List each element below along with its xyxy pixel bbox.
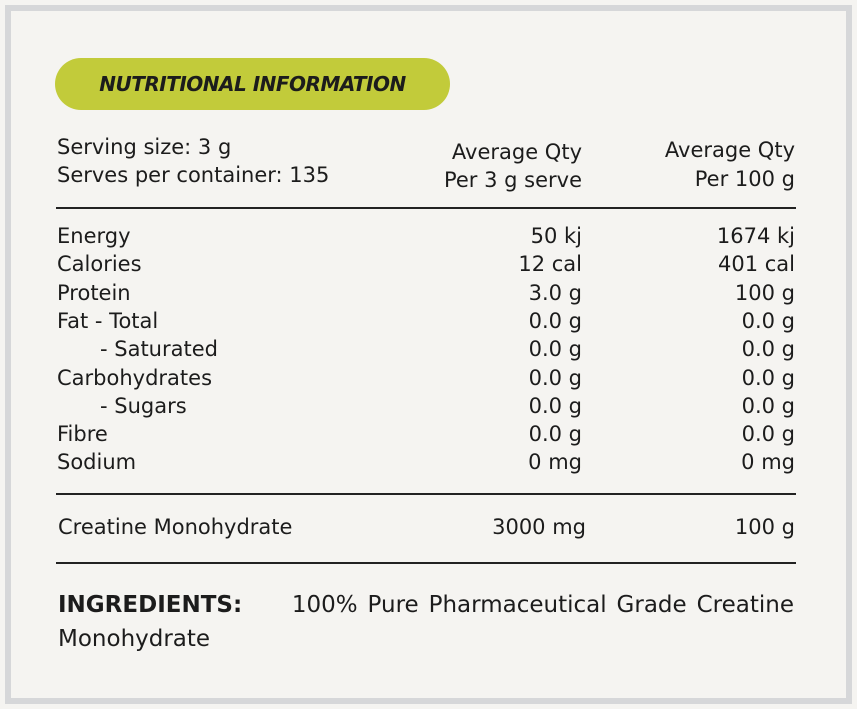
ingredients-label: INGREDIENTS: — [58, 592, 243, 618]
row-per-100g: 0.0 g — [741, 337, 795, 362]
row-per-100g: 0.0 g — [741, 308, 795, 333]
row-label: Carbohydrates — [57, 365, 213, 390]
row-per-100g: 0.0 g — [741, 422, 795, 447]
divider — [56, 493, 796, 495]
row-per-100g: 1674 kj — [716, 224, 795, 248]
row-per-serve: 0.0 g — [528, 422, 582, 447]
active-per-serve: 3000 mg — [492, 515, 586, 539]
active-per-100g: 100 g — [734, 515, 795, 539]
row-per-100g: 0 mg — [741, 450, 795, 475]
row-label: Sodium — [57, 450, 137, 475]
row-per-serve: 0.0 g — [528, 393, 582, 418]
divider — [56, 207, 796, 209]
row-label: Fat - Total — [57, 308, 159, 333]
row-per-serve: 12 cal — [518, 252, 582, 277]
row-label: - Sugars — [100, 393, 187, 418]
label-frame — [5, 5, 852, 704]
header-col2-line2: Per 100 g — [694, 167, 795, 191]
header-col1-line2: Per 3 g serve — [443, 168, 582, 192]
ingredients: INGREDIENTS: 100% Pure Pharmaceutical Gr… — [58, 588, 794, 656]
header-col2-line1: Average Qty — [664, 138, 795, 162]
row-label: Protein — [57, 280, 131, 305]
divider — [56, 562, 796, 564]
row-per-100g: 401 cal — [717, 252, 795, 277]
row-label: Fibre — [57, 422, 108, 447]
row-per-serve: 0.0 g — [528, 337, 582, 362]
row-per-100g: 0.0 g — [741, 393, 795, 418]
title-badge: NUTRITIONAL INFORMATION — [55, 58, 450, 110]
title: NUTRITIONAL INFORMATION — [99, 72, 406, 96]
row-label: Calories — [57, 252, 142, 277]
serves-per-container: Serves per container: 135 — [57, 163, 330, 187]
row-per-100g: 100 g — [734, 280, 795, 305]
header-col1-line1: Average Qty — [451, 140, 582, 164]
serving-size: Serving size: 3 g — [57, 135, 232, 159]
row-label: Energy — [57, 224, 131, 248]
active-label: Creatine Monohydrate — [58, 515, 293, 539]
ingredients-text: 100% Pure Pharmaceutical Grade Creatine … — [58, 592, 794, 652]
row-per-serve: 0.0 g — [528, 308, 582, 333]
row-per-serve: 0.0 g — [528, 365, 582, 390]
row-per-serve: 0 mg — [528, 450, 582, 475]
row-per-serve: 50 kj — [530, 224, 582, 248]
row-per-100g: 0.0 g — [741, 365, 795, 390]
row-label: - Saturated — [100, 337, 218, 362]
row-per-serve: 3.0 g — [528, 280, 582, 305]
